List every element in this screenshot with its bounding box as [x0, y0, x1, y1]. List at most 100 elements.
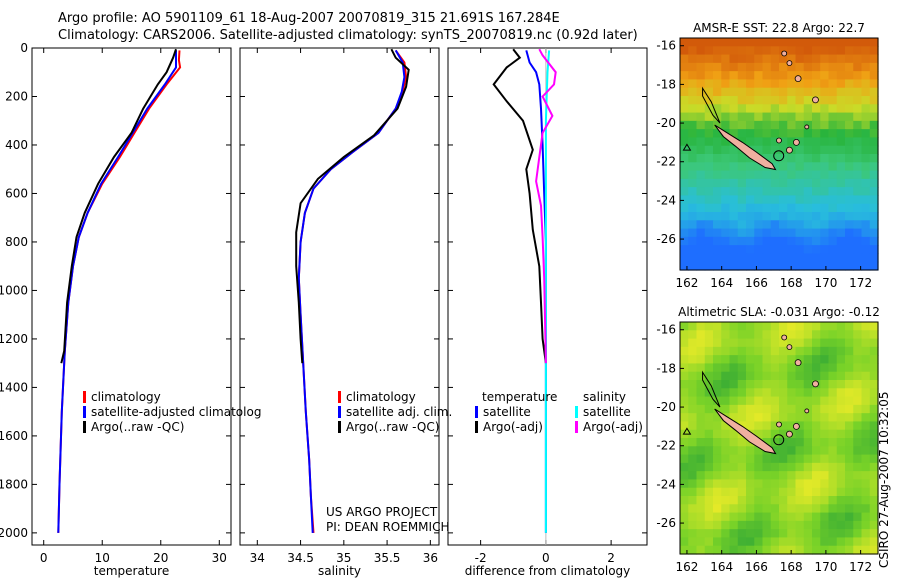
sla-cell [853, 545, 863, 555]
sla-cell [729, 355, 739, 365]
sst-cell [688, 228, 698, 238]
sla-cell [704, 496, 714, 505]
sst-cell [861, 96, 871, 105]
sst-cell [762, 120, 772, 130]
sst-cell [729, 112, 739, 122]
sst-cell [746, 220, 755, 230]
sla-cell [721, 404, 731, 414]
sst-cell [770, 62, 780, 72]
sst-cell [828, 104, 838, 114]
sst-cell [845, 137, 854, 147]
sst-cell [729, 145, 739, 155]
sst-cell [779, 245, 788, 255]
sst-cell [762, 228, 772, 238]
sst-cell [803, 178, 813, 188]
sla-cell [853, 446, 863, 456]
sla-cell [779, 396, 788, 406]
sla-cell [828, 537, 838, 547]
sla-cell [853, 371, 863, 381]
sla-cell [812, 388, 821, 398]
sla-cell [803, 545, 813, 555]
sla-cell [828, 504, 838, 514]
sla-cell [836, 413, 846, 423]
sst-cell [696, 253, 706, 263]
sst-cell [704, 212, 714, 221]
sla-cell [729, 487, 739, 497]
sst-cell [853, 112, 863, 122]
sla-cell [779, 338, 788, 348]
sst-cell [787, 261, 797, 271]
island-land [804, 408, 810, 414]
salinity-xtick-label: 34.5 [287, 551, 314, 565]
sst-cell [779, 203, 788, 213]
sst-cell [729, 212, 739, 221]
sla-cell [713, 462, 722, 472]
sst-cell [828, 87, 838, 97]
sst-cell [812, 220, 821, 230]
sla-cell [704, 346, 714, 356]
sst-cell [787, 253, 797, 263]
sst-cell [713, 178, 722, 188]
sst-cell [754, 38, 764, 47]
sst-cell [853, 261, 863, 271]
sst-cell [869, 261, 879, 271]
sla-cell [762, 421, 772, 431]
sst-cell [713, 46, 722, 56]
sst-cell [737, 46, 747, 56]
sst-cell [721, 38, 731, 47]
sla-cell [845, 371, 854, 381]
sla-cell [729, 330, 739, 340]
sst-cell [820, 137, 830, 147]
sst-cell [762, 62, 772, 72]
sla-cell [836, 438, 846, 447]
sst-cell [729, 220, 739, 230]
sla-cell [795, 413, 805, 423]
sst-cell [853, 145, 863, 155]
sla_map-xtick-label: 172 [849, 560, 872, 574]
sst-cell [746, 129, 755, 139]
island-land [781, 50, 788, 57]
sla-cell [680, 355, 689, 365]
sla-cell [680, 545, 689, 555]
sla-cell [861, 454, 871, 464]
sla-cell [869, 545, 879, 555]
sla-cell [853, 338, 863, 348]
sla-cell [704, 446, 714, 456]
sst-cell [820, 253, 830, 263]
sla-cell [869, 462, 879, 472]
sst-cell [787, 162, 797, 172]
sst-cell [845, 187, 854, 197]
sla-cell [836, 487, 846, 497]
sst-cell [828, 154, 838, 163]
sst-cell [754, 46, 764, 56]
depth-tick-label: 1800 [0, 477, 28, 491]
sst-cell [696, 46, 706, 56]
temp-legend-swatch [83, 421, 86, 433]
sla-cell [688, 496, 698, 505]
sst-cell [737, 253, 747, 263]
sst-cell [770, 137, 780, 147]
sla-cell [787, 471, 797, 481]
sla-cell [704, 454, 714, 464]
sla-cell [812, 429, 821, 439]
sla-cell [787, 504, 797, 514]
sst-cell [803, 228, 813, 238]
sst-cell [787, 129, 797, 139]
sst-cell [729, 154, 739, 163]
sla-cell [746, 487, 755, 497]
sst-cell [836, 87, 846, 97]
sla-cell [688, 429, 698, 439]
sla-cell [696, 380, 706, 389]
sst-cell [812, 261, 821, 271]
sla-cell [688, 404, 698, 414]
sst-cell [688, 87, 698, 97]
sst-cell [746, 187, 755, 197]
sla-cell [680, 322, 689, 331]
sst-cell [762, 187, 772, 197]
sst-cell [836, 203, 846, 213]
sst-cell [812, 253, 821, 263]
sla-cell [787, 545, 797, 555]
depth-tick-label: 2000 [0, 526, 28, 540]
sst-cell [779, 195, 788, 205]
sst-cell [721, 220, 731, 230]
